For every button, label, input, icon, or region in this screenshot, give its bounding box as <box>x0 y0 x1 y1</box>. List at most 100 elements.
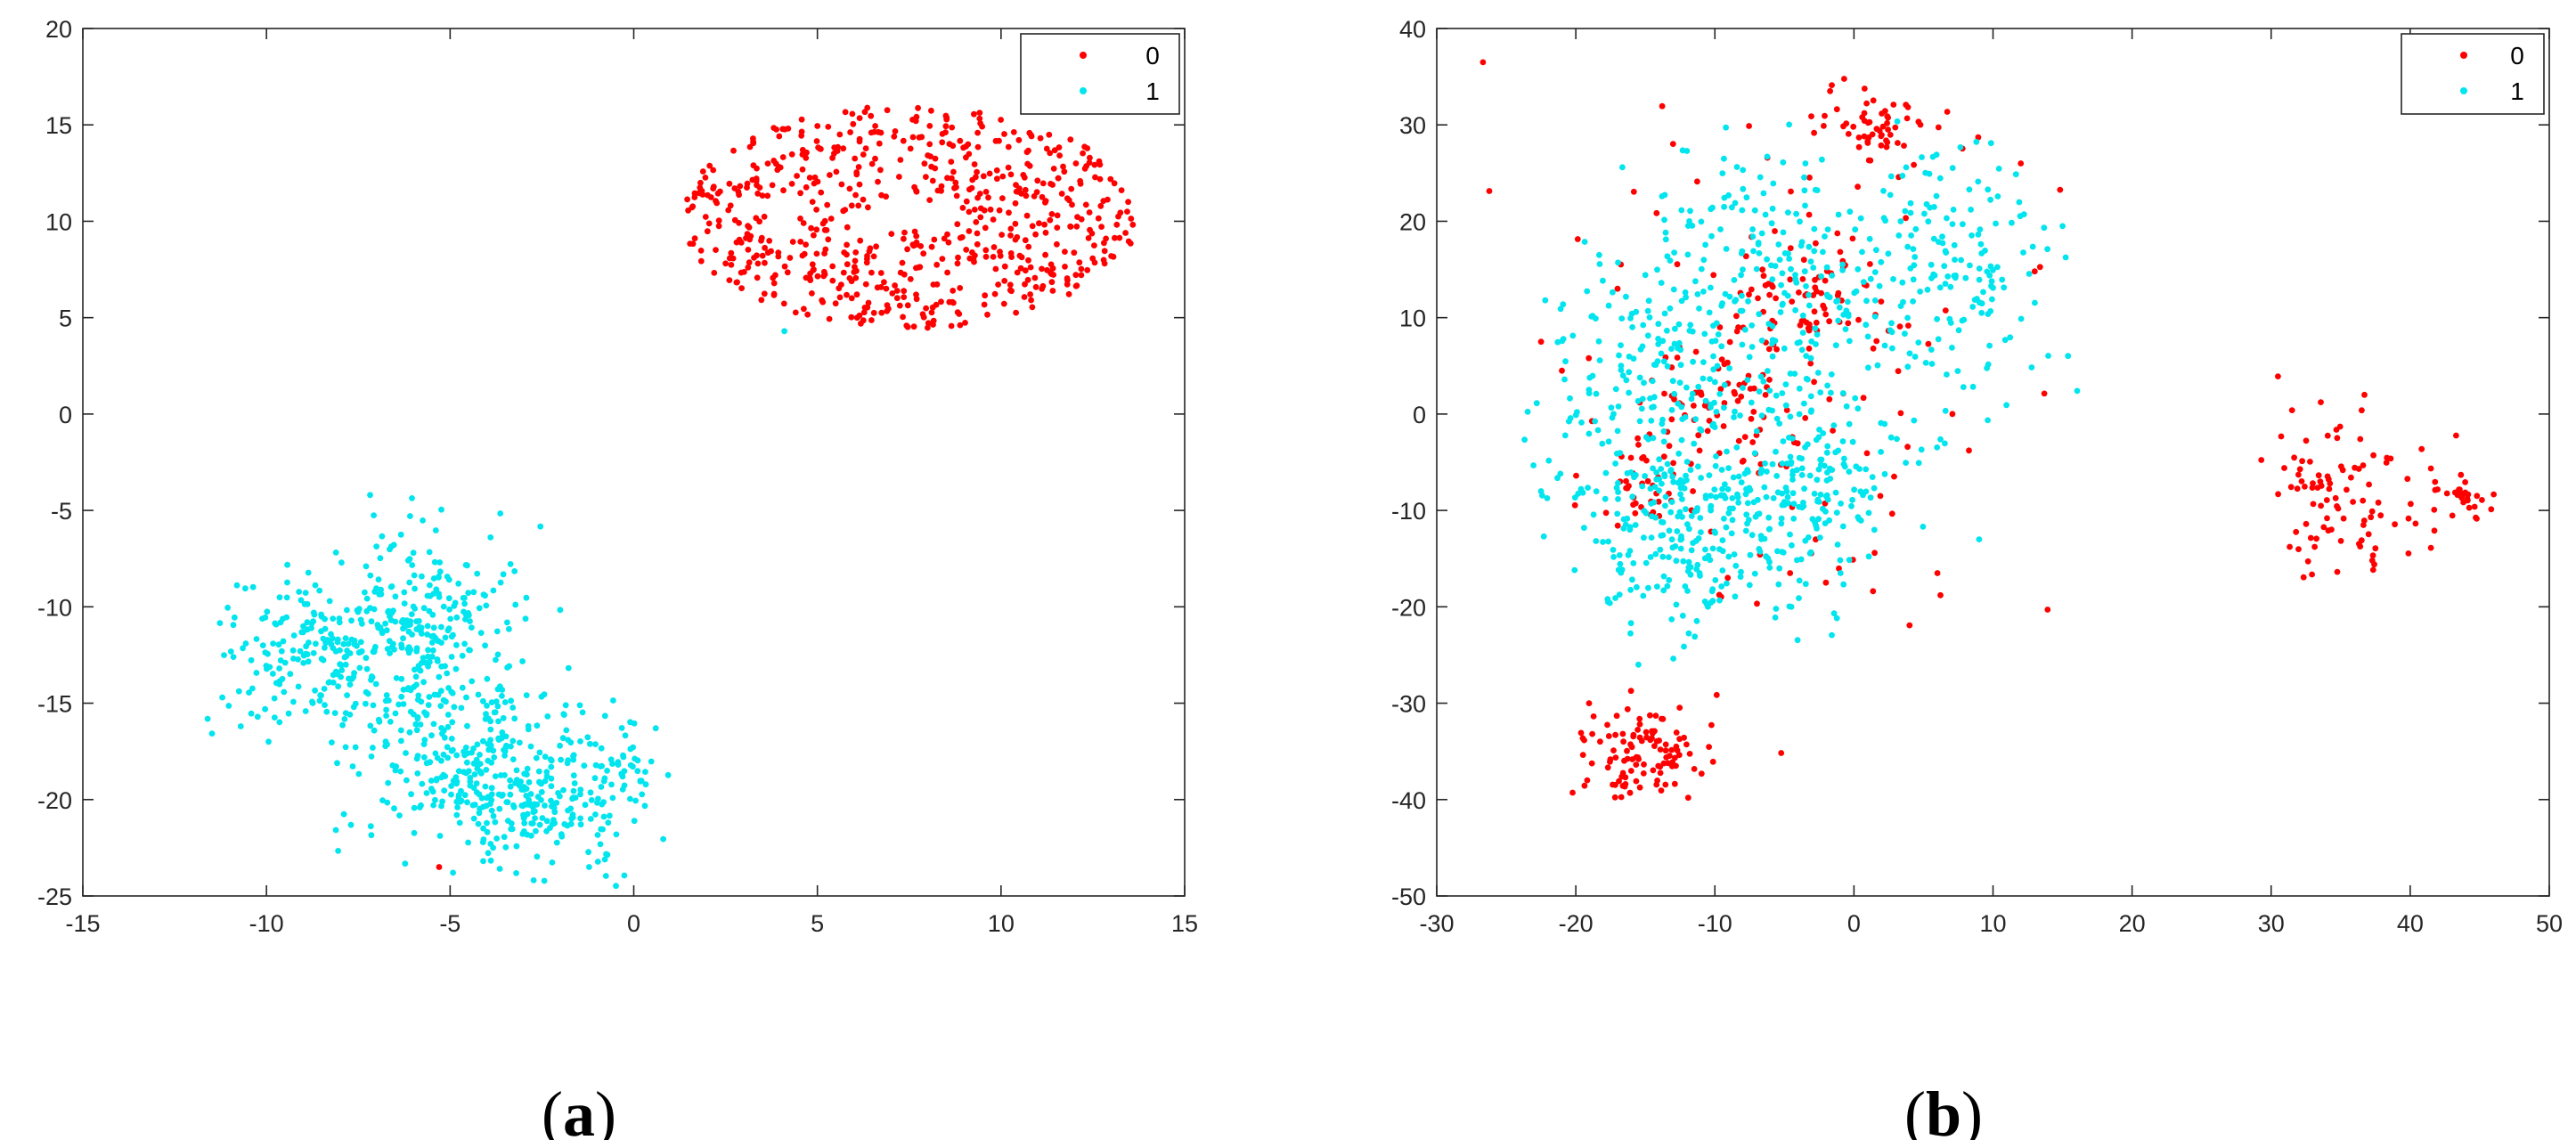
scatter-point-series-0 <box>928 107 934 114</box>
scatter-point-series-1 <box>276 719 283 726</box>
scatter-point-series-0 <box>1007 281 1014 289</box>
scatter-point-series-0 <box>1811 129 1817 136</box>
scatter-point-series-1 <box>1627 630 1634 637</box>
scatter-point-series-0 <box>726 255 733 262</box>
scatter-point-series-1 <box>1661 473 1668 480</box>
scatter-point-series-1 <box>1521 436 1528 444</box>
scatter-point-series-0 <box>966 151 973 158</box>
scatter-point-series-1 <box>2020 211 2027 218</box>
scatter-point-series-0 <box>706 162 713 169</box>
scatter-point-series-1 <box>1942 248 1949 255</box>
scatter-point-series-0 <box>750 140 757 147</box>
scatter-point-series-0 <box>2044 607 2051 613</box>
scatter-point-series-1 <box>1863 297 1870 305</box>
scatter-point-series-1 <box>1967 262 1973 269</box>
scatter-point-series-0 <box>881 279 887 286</box>
scatter-point-series-1 <box>480 836 487 843</box>
scatter-point-series-1 <box>485 757 492 764</box>
scatter-point-series-1 <box>403 750 409 756</box>
scatter-point-series-1 <box>1645 584 1651 591</box>
scatter-point-series-1 <box>523 594 530 601</box>
scatter-point-series-1 <box>513 843 520 850</box>
scatter-point-series-1 <box>503 799 510 805</box>
scatter-point-series-1 <box>242 585 249 592</box>
x-tick-label: 40 <box>2397 910 2424 937</box>
scatter-point-series-0 <box>1010 129 1017 135</box>
scatter-point-series-0 <box>1662 781 1669 788</box>
x-tick-label: 15 <box>1171 910 1198 937</box>
scatter-point-series-1 <box>538 788 545 795</box>
scatter-point-series-1 <box>532 815 538 821</box>
scatter-point-series-1 <box>1600 277 1606 284</box>
scatter-point-series-1 <box>1994 193 2001 200</box>
scatter-point-series-1 <box>362 589 368 596</box>
scatter-point-series-1 <box>379 628 386 634</box>
scatter-point-series-0 <box>1627 688 1634 695</box>
scatter-point-series-1 <box>1524 408 1531 415</box>
scatter-point-series-1 <box>281 688 288 696</box>
scatter-point-series-1 <box>561 712 567 718</box>
scatter-point-series-1 <box>1773 415 1781 422</box>
scatter-point-series-1 <box>1562 358 1569 365</box>
scatter-point-series-1 <box>230 622 237 629</box>
scatter-point-series-0 <box>1055 175 1062 182</box>
scatter-point-series-0 <box>799 252 806 259</box>
scatter-point-series-0 <box>1695 432 1702 439</box>
scatter-point-series-0 <box>920 314 927 321</box>
scatter-point-series-1 <box>442 663 448 670</box>
scatter-point-series-0 <box>860 151 867 158</box>
scatter-point-series-1 <box>1625 551 1632 558</box>
scatter-point-series-1 <box>1760 378 1767 385</box>
scatter-point-series-0 <box>1039 180 1047 187</box>
scatter-point-series-1 <box>599 801 606 808</box>
scatter-point-series-1 <box>1910 298 1917 305</box>
scatter-point-series-0 <box>1822 112 1828 119</box>
scatter-point-series-0 <box>1888 510 1895 517</box>
scatter-point-series-0 <box>726 277 733 283</box>
scatter-point-series-1 <box>1695 463 1701 470</box>
scatter-point-series-0 <box>875 178 881 185</box>
scatter-point-series-1 <box>781 328 787 335</box>
scatter-point-series-1 <box>1796 385 1803 392</box>
scatter-point-series-1 <box>406 729 413 736</box>
scatter-point-series-0 <box>754 260 762 267</box>
scatter-point-series-0 <box>971 258 977 265</box>
scatter-point-series-1 <box>412 606 419 612</box>
scatter-point-series-1 <box>1593 390 1600 397</box>
scatter-point-series-0 <box>836 294 844 301</box>
scatter-point-series-1 <box>1618 342 1624 348</box>
scatter-point-series-1 <box>1615 259 1621 266</box>
scatter-point-series-1 <box>305 658 312 665</box>
scatter-point-series-1 <box>367 823 374 830</box>
scatter-point-series-0 <box>1613 712 1620 720</box>
scatter-point-series-0 <box>1835 289 1842 297</box>
scatter-point-series-1 <box>1709 204 1716 211</box>
scatter-point-series-0 <box>731 216 738 224</box>
scatter-point-series-0 <box>811 232 817 239</box>
scatter-point-series-1 <box>1798 504 1806 511</box>
scatter-point-series-1 <box>1928 261 1935 268</box>
scatter-point-series-0 <box>1716 591 1723 598</box>
scatter-point-series-0 <box>1879 123 1887 130</box>
scatter-point-series-1 <box>419 780 426 787</box>
scatter-point-series-1 <box>565 664 572 672</box>
scatter-point-series-1 <box>246 689 252 696</box>
scatter-point-series-0 <box>1486 188 1493 194</box>
scatter-point-series-0 <box>997 248 1003 255</box>
scatter-point-series-0 <box>945 239 952 246</box>
scatter-point-series-0 <box>1012 200 1019 207</box>
scatter-point-series-1 <box>439 798 445 805</box>
scatter-point-series-1 <box>1906 350 1913 357</box>
scatter-point-series-1 <box>1629 324 1635 330</box>
scatter-point-series-0 <box>999 173 1007 180</box>
scatter-point-series-1 <box>432 527 439 533</box>
scatter-point-series-1 <box>1726 293 1733 300</box>
scatter-point-series-0 <box>959 205 966 211</box>
scatter-point-series-0 <box>2350 499 2357 505</box>
scatter-point-series-0 <box>1042 251 1048 258</box>
scatter-point-series-1 <box>1698 428 1705 434</box>
scatter-point-series-0 <box>868 317 875 323</box>
scatter-point-series-0 <box>827 172 833 178</box>
scatter-point-series-1 <box>329 739 335 745</box>
scatter-point-series-0 <box>840 269 847 276</box>
